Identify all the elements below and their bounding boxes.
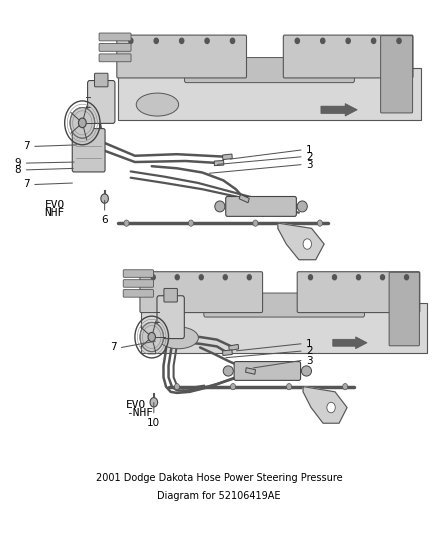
Circle shape	[346, 38, 350, 44]
FancyBboxPatch shape	[123, 280, 153, 287]
Circle shape	[205, 38, 209, 44]
Text: NHF: NHF	[45, 208, 65, 217]
Text: 2: 2	[306, 346, 313, 356]
FancyBboxPatch shape	[164, 288, 177, 302]
Ellipse shape	[223, 366, 233, 376]
Polygon shape	[239, 195, 249, 203]
Circle shape	[247, 275, 251, 280]
Polygon shape	[229, 344, 239, 351]
Circle shape	[295, 38, 300, 44]
Circle shape	[381, 275, 385, 280]
Text: Diagram for 52106419AE: Diagram for 52106419AE	[157, 491, 281, 502]
Text: 1: 1	[306, 145, 313, 155]
Text: 1: 1	[306, 339, 313, 349]
Circle shape	[321, 38, 325, 44]
Circle shape	[140, 322, 163, 352]
Ellipse shape	[297, 201, 307, 212]
Circle shape	[150, 398, 158, 407]
Circle shape	[148, 333, 155, 342]
Polygon shape	[278, 223, 324, 260]
FancyBboxPatch shape	[297, 272, 420, 312]
Text: 2001 Dodge Dakota Hose Power Steering Pressure: 2001 Dodge Dakota Hose Power Steering Pr…	[95, 473, 343, 483]
FancyBboxPatch shape	[99, 44, 131, 51]
FancyBboxPatch shape	[157, 296, 184, 338]
Circle shape	[175, 275, 179, 280]
Polygon shape	[246, 368, 255, 374]
Circle shape	[371, 38, 376, 44]
FancyBboxPatch shape	[95, 73, 108, 87]
Ellipse shape	[215, 201, 225, 212]
Circle shape	[151, 275, 155, 280]
Text: EVO: EVO	[126, 400, 146, 410]
Circle shape	[101, 194, 109, 203]
FancyBboxPatch shape	[389, 272, 420, 346]
FancyBboxPatch shape	[140, 272, 262, 312]
Text: 6: 6	[101, 215, 108, 225]
FancyBboxPatch shape	[204, 293, 364, 317]
FancyBboxPatch shape	[381, 36, 413, 113]
Circle shape	[318, 220, 322, 227]
Circle shape	[332, 275, 336, 280]
FancyBboxPatch shape	[118, 68, 421, 120]
Circle shape	[230, 384, 236, 390]
Circle shape	[129, 38, 133, 44]
Circle shape	[286, 384, 292, 390]
Circle shape	[303, 239, 311, 249]
Text: 7: 7	[23, 180, 30, 190]
FancyBboxPatch shape	[123, 289, 153, 297]
Polygon shape	[214, 160, 224, 166]
Text: 10: 10	[147, 418, 160, 428]
Polygon shape	[223, 154, 232, 159]
FancyBboxPatch shape	[99, 54, 131, 62]
Circle shape	[188, 220, 194, 227]
FancyBboxPatch shape	[283, 35, 413, 78]
Text: 7: 7	[110, 343, 117, 352]
Circle shape	[405, 275, 409, 280]
Circle shape	[70, 108, 95, 138]
Ellipse shape	[301, 366, 311, 376]
Circle shape	[124, 220, 129, 227]
Polygon shape	[223, 350, 232, 356]
Circle shape	[199, 275, 203, 280]
Text: 8: 8	[15, 165, 21, 175]
FancyBboxPatch shape	[117, 35, 247, 78]
FancyBboxPatch shape	[234, 361, 300, 381]
Text: -NHF: -NHF	[126, 408, 153, 418]
Circle shape	[230, 38, 235, 44]
FancyBboxPatch shape	[184, 58, 354, 83]
FancyBboxPatch shape	[123, 270, 153, 277]
Circle shape	[253, 220, 258, 227]
FancyBboxPatch shape	[141, 303, 427, 353]
FancyBboxPatch shape	[72, 128, 105, 172]
FancyBboxPatch shape	[99, 33, 131, 41]
Ellipse shape	[159, 327, 198, 349]
Circle shape	[343, 384, 348, 390]
Circle shape	[223, 275, 227, 280]
Polygon shape	[303, 386, 347, 423]
Text: 3: 3	[306, 160, 313, 169]
Circle shape	[357, 275, 360, 280]
FancyBboxPatch shape	[226, 197, 297, 216]
FancyBboxPatch shape	[88, 80, 115, 123]
Text: 3: 3	[306, 356, 313, 366]
Circle shape	[327, 402, 335, 413]
Text: 2: 2	[306, 152, 313, 162]
Ellipse shape	[136, 93, 179, 116]
Circle shape	[174, 384, 180, 390]
Circle shape	[78, 118, 86, 128]
Text: 9: 9	[15, 158, 21, 168]
Text: 7: 7	[23, 141, 30, 151]
Text: EVO: EVO	[45, 200, 65, 210]
FancyArrow shape	[321, 103, 357, 116]
Circle shape	[180, 38, 184, 44]
Circle shape	[397, 38, 401, 44]
FancyArrow shape	[333, 337, 367, 349]
Circle shape	[154, 38, 158, 44]
Circle shape	[308, 275, 312, 280]
